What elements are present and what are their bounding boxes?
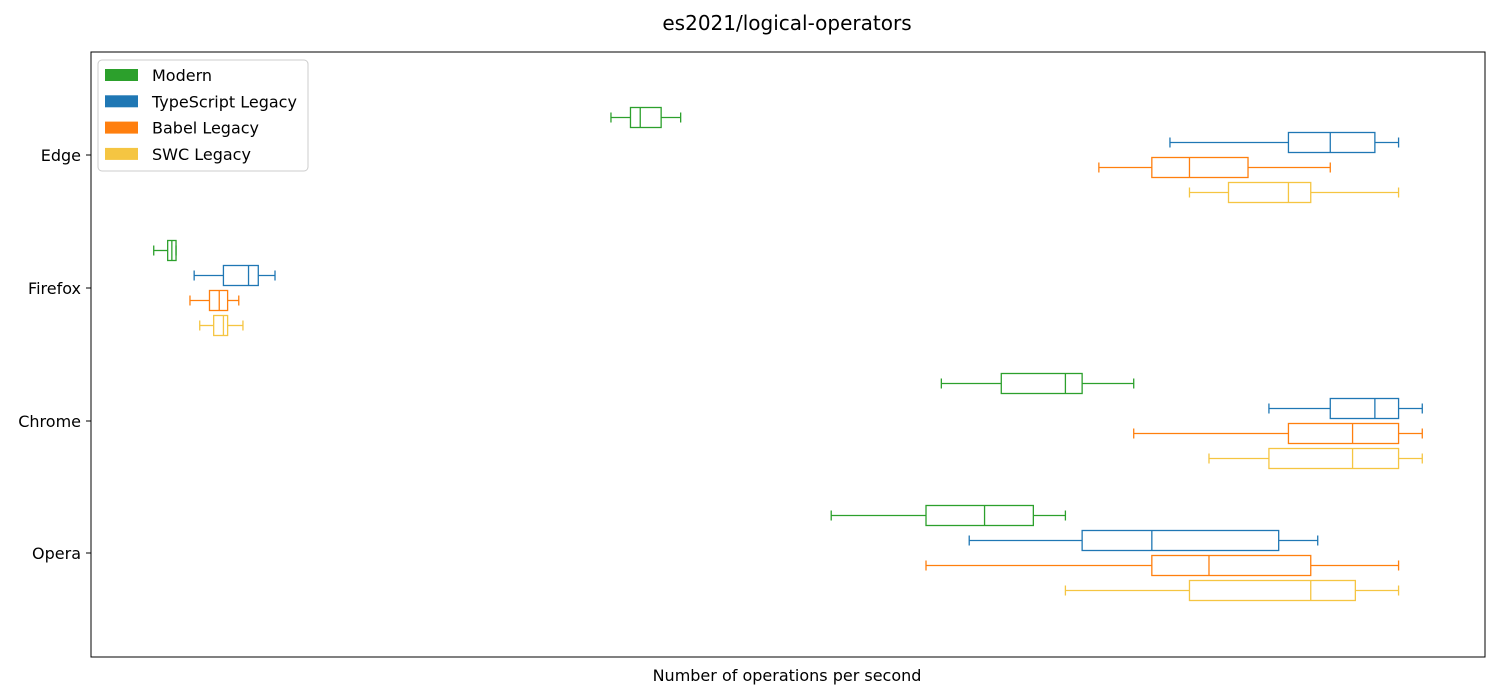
iqr-box [1287, 422, 1400, 445]
iqr-box [1000, 372, 1083, 395]
iqr-box [208, 289, 229, 312]
iqr-box [213, 314, 229, 337]
iqr-box [1188, 579, 1357, 602]
iqr-box [222, 264, 259, 287]
legend-item-swc-legacy[interactable]: SWC Legacy [105, 145, 251, 164]
boxes-layer [153, 106, 1423, 602]
iqr-box [1268, 447, 1400, 470]
legend-swatch [105, 95, 138, 108]
iqr-box [925, 504, 1034, 527]
y-tick-label: Opera [32, 544, 81, 563]
legend-item-modern[interactable]: Modern [105, 66, 212, 85]
box-modern-firefox [153, 239, 177, 262]
iqr-box [629, 106, 662, 129]
legend-swatch [105, 147, 138, 160]
iqr-box [1081, 529, 1280, 552]
legend-label: Modern [152, 66, 212, 85]
box-modern-opera [830, 504, 1067, 527]
y-tick-label: Edge [41, 146, 81, 165]
box-babel-legacy-firefox [189, 289, 240, 312]
legend-swatch [105, 69, 138, 81]
legend[interactable]: Modern TypeScript Legacy Babel Legacy SWC L… [97, 59, 309, 172]
iqr-box [1227, 181, 1312, 204]
chart-title: es2021/logical-operators [662, 11, 911, 35]
legend-label: TypeScript Legacy [151, 92, 297, 111]
legend-label: Babel Legacy [152, 119, 259, 138]
legend-item-typescript-legacy[interactable]: TypeScript Legacy [105, 92, 297, 111]
box-babel-legacy-chrome [1133, 422, 1423, 445]
box-modern-edge [610, 106, 682, 129]
y-tick-label: Firefox [28, 279, 81, 298]
iqr-box [1151, 156, 1249, 179]
box-typescript-legacy-chrome [1268, 397, 1423, 420]
y-tick-label: Chrome [18, 412, 81, 431]
box-swc-legacy-opera [1064, 579, 1400, 602]
box-swc-legacy-firefox [199, 314, 244, 337]
box-babel-legacy-opera [925, 554, 1400, 577]
iqr-box [1287, 131, 1376, 154]
y-axis-ticks: Edge Firefox Chrome Opera [18, 146, 91, 563]
box-babel-legacy-edge [1098, 156, 1331, 179]
x-axis-label: Number of operations per second [653, 666, 922, 685]
legend-swatch [105, 121, 138, 134]
iqr-box [1151, 554, 1312, 577]
box-typescript-legacy-firefox [193, 264, 276, 287]
legend-frame [97, 59, 309, 172]
legend-label: SWC Legacy [152, 145, 251, 164]
plot-area-frame [90, 51, 1486, 658]
box-typescript-legacy-edge [1169, 131, 1400, 154]
box-modern-chrome [940, 372, 1135, 395]
box-swc-legacy-chrome [1208, 447, 1423, 470]
legend-item-babel-legacy[interactable]: Babel Legacy [105, 119, 259, 138]
box-typescript-legacy-opera [968, 529, 1319, 552]
iqr-box [1329, 397, 1400, 420]
box-swc-legacy-edge [1188, 181, 1400, 204]
